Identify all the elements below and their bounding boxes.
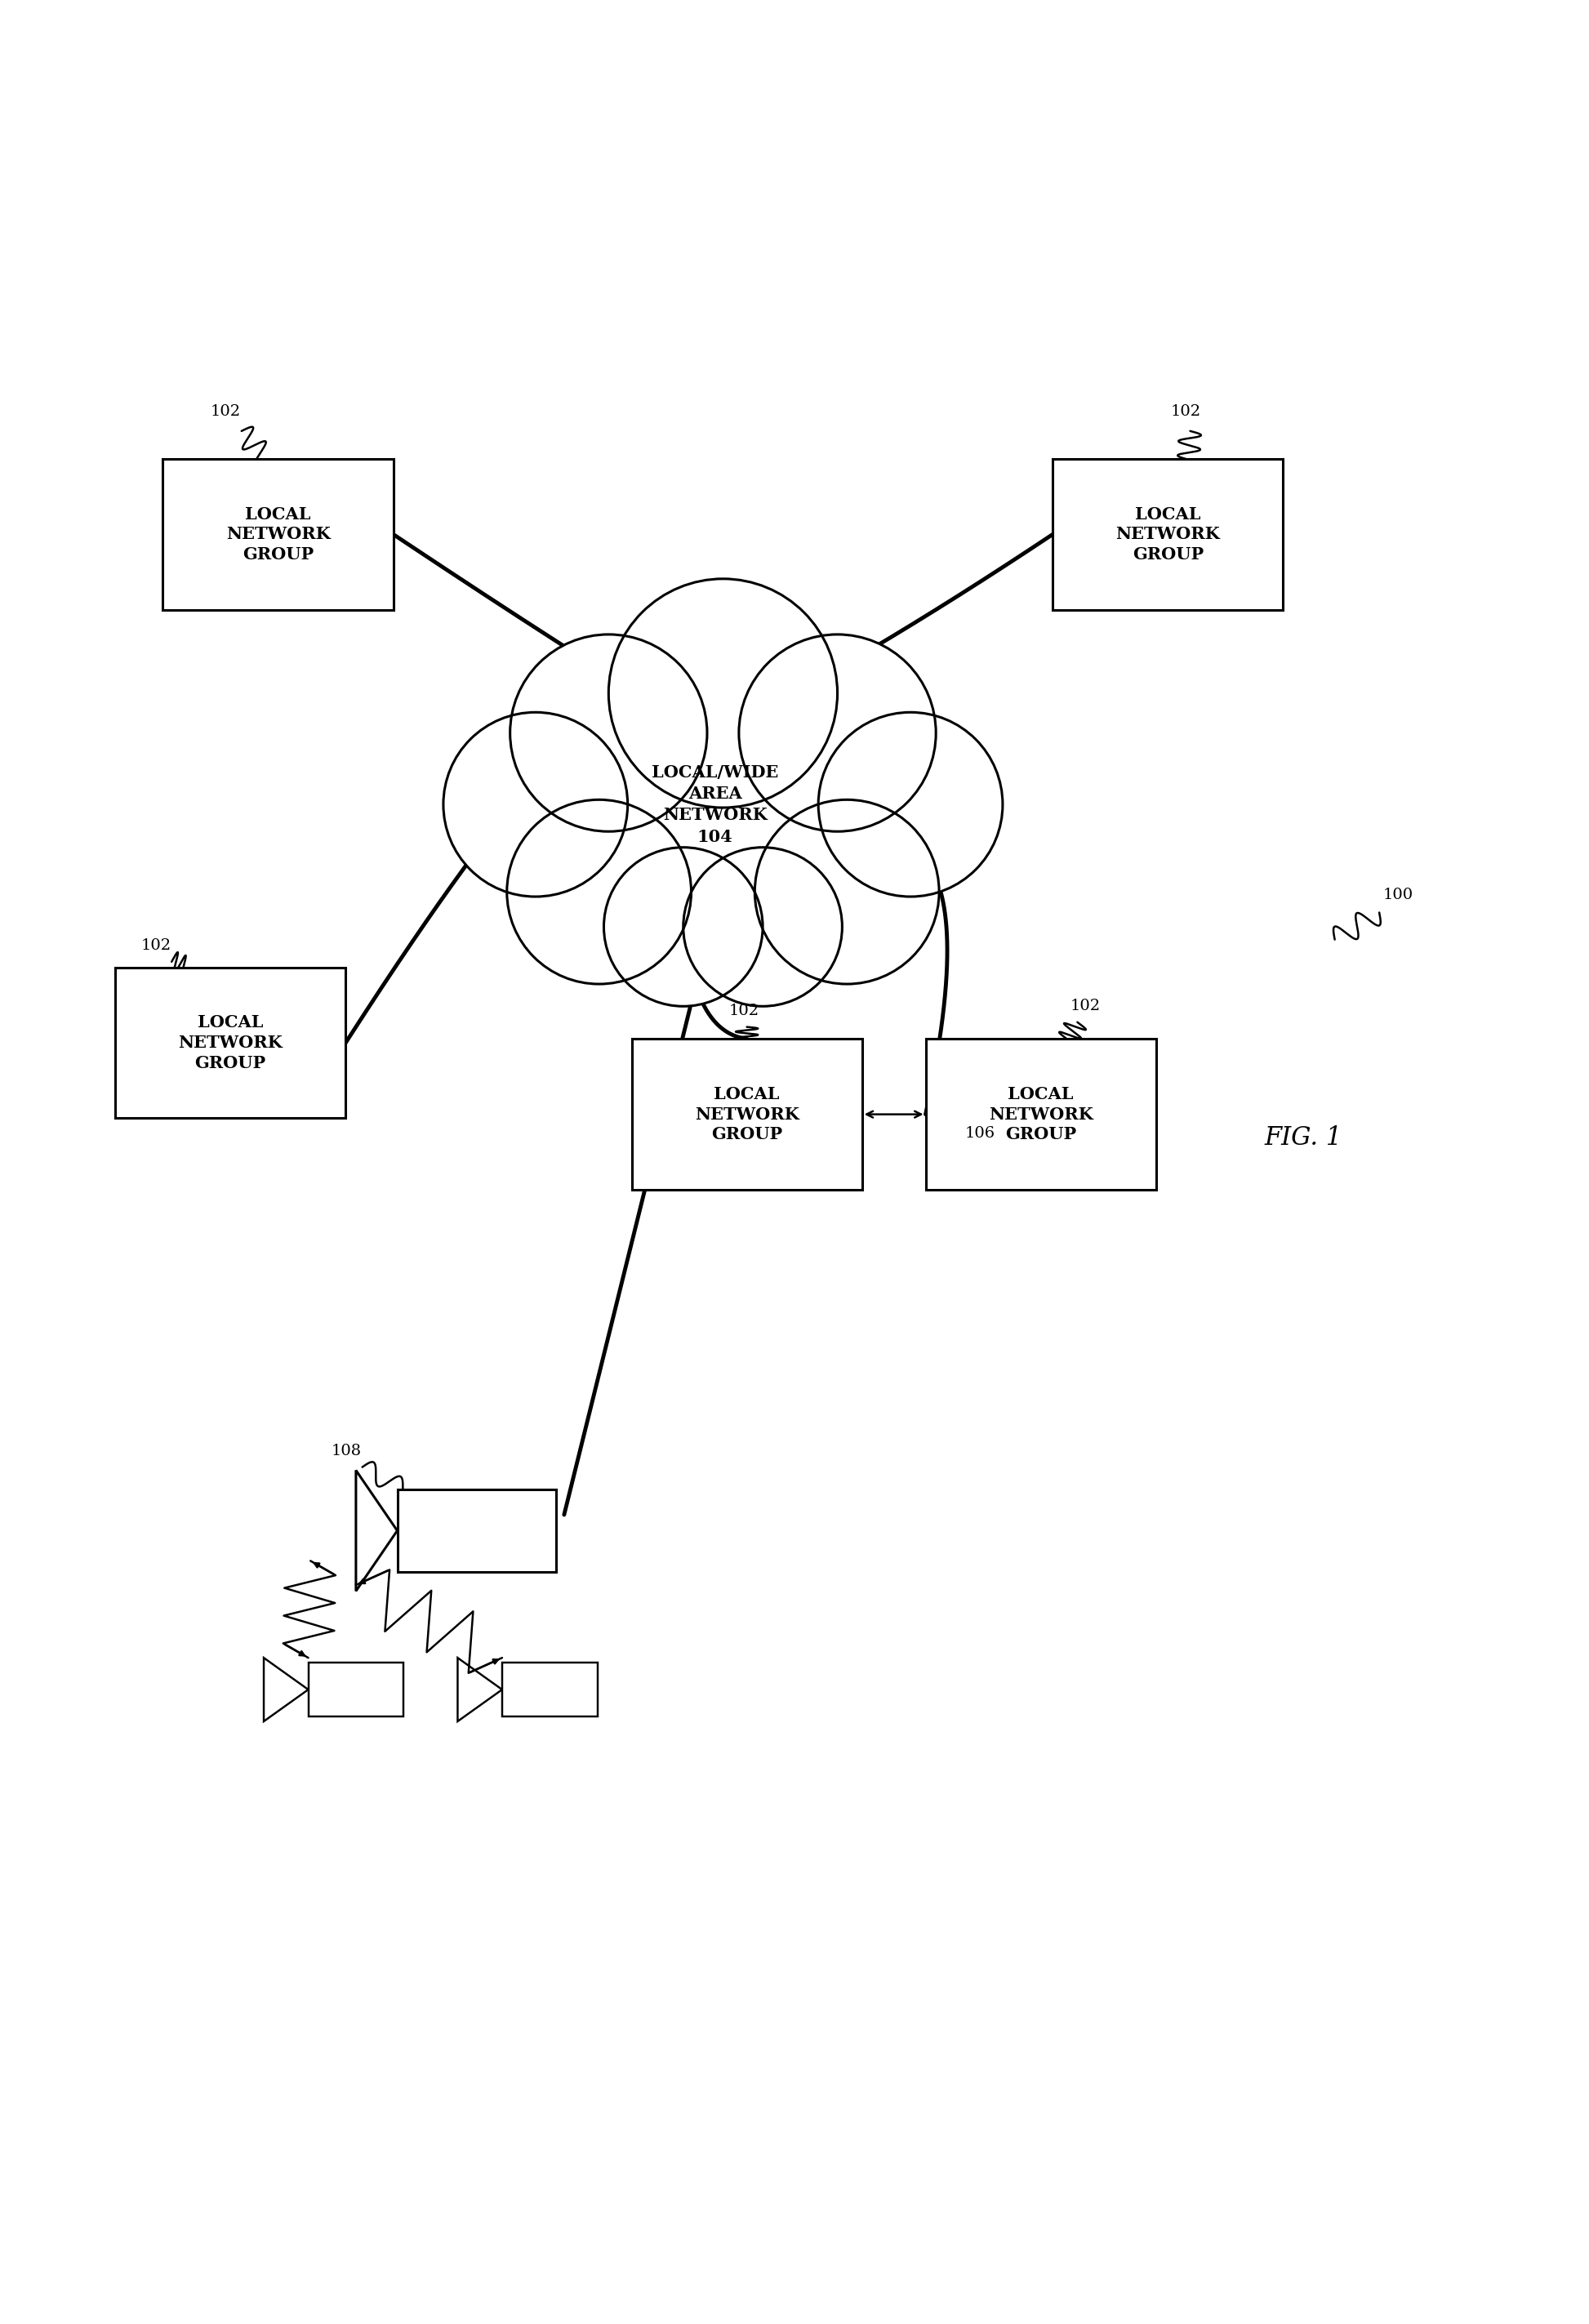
Circle shape: [739, 634, 936, 832]
Text: LOCAL
NETWORK
GROUP: LOCAL NETWORK GROUP: [178, 1013, 283, 1071]
Bar: [397, 1490, 556, 1571]
Circle shape: [443, 711, 628, 897]
Text: 108: 108: [331, 1443, 362, 1459]
Text: LOCAL
NETWORK
GROUP: LOCAL NETWORK GROUP: [988, 1085, 1093, 1143]
Circle shape: [510, 634, 707, 832]
Text: LOCAL
NETWORK
GROUP: LOCAL NETWORK GROUP: [694, 1085, 799, 1143]
Bar: [162, 458, 394, 609]
Text: 106: 106: [965, 1127, 996, 1141]
Text: LOCAL/WIDE
AREA
NETWORK
104: LOCAL/WIDE AREA NETWORK 104: [651, 765, 779, 846]
Bar: [308, 1662, 404, 1717]
Text: 102: 102: [1170, 404, 1201, 418]
Circle shape: [683, 848, 842, 1006]
Text: LOCAL
NETWORK
GROUP: LOCAL NETWORK GROUP: [1115, 507, 1220, 562]
Bar: [502, 1662, 597, 1717]
Text: 100: 100: [1382, 888, 1414, 902]
Circle shape: [604, 848, 763, 1006]
Bar: [1052, 458, 1284, 609]
Circle shape: [507, 799, 691, 983]
Text: 102: 102: [140, 939, 172, 953]
Bar: [114, 967, 345, 1118]
Circle shape: [604, 693, 842, 932]
Text: 102: 102: [210, 404, 242, 418]
Text: FIG. 1: FIG. 1: [1265, 1125, 1341, 1150]
Bar: [925, 1039, 1157, 1190]
Circle shape: [755, 799, 939, 983]
Text: 102: 102: [1069, 999, 1101, 1013]
Text: LOCAL
NETWORK
GROUP: LOCAL NETWORK GROUP: [226, 507, 331, 562]
Circle shape: [818, 711, 1003, 897]
Text: 102: 102: [728, 1004, 760, 1018]
Bar: [632, 1039, 861, 1190]
Circle shape: [609, 579, 837, 809]
